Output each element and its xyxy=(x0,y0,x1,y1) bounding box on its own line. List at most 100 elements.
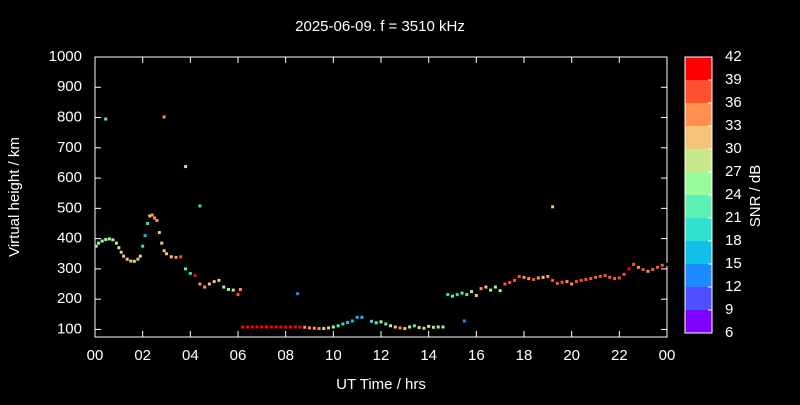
colorbar-tick-label: 36 xyxy=(725,94,742,111)
point xyxy=(522,275,526,279)
colorbar-bin xyxy=(685,57,712,80)
point xyxy=(384,322,388,326)
y-tick-label: 100 xyxy=(57,320,82,337)
colorbar-tick-label: 30 xyxy=(725,140,742,157)
point xyxy=(94,244,98,248)
point xyxy=(165,252,168,256)
point xyxy=(527,277,531,281)
chart-title: 2025-06-09. f = 3510 kHz xyxy=(295,18,465,35)
point xyxy=(508,281,512,285)
point xyxy=(532,277,536,281)
point xyxy=(260,325,264,329)
point xyxy=(369,319,373,323)
point xyxy=(122,254,126,258)
point xyxy=(613,277,617,281)
point xyxy=(512,278,516,282)
colorbar-bin xyxy=(685,310,712,333)
point xyxy=(417,326,421,330)
colorbar-bin xyxy=(685,80,712,103)
point xyxy=(150,213,154,217)
x-axis-label: UT Time / hrs xyxy=(336,376,426,393)
y-tick-label: 900 xyxy=(57,78,82,95)
point xyxy=(436,325,440,329)
y-tick-label: 1000 xyxy=(49,48,82,65)
colorbar-tick-label: 27 xyxy=(725,163,742,180)
point xyxy=(238,287,242,291)
point xyxy=(379,320,383,324)
point xyxy=(422,326,426,330)
point xyxy=(479,287,483,291)
point xyxy=(579,278,583,282)
colorbar-tick-label: 33 xyxy=(725,117,742,134)
point xyxy=(174,255,178,259)
point xyxy=(655,265,659,269)
point xyxy=(574,280,578,284)
point xyxy=(403,327,407,331)
point xyxy=(517,274,521,278)
point xyxy=(493,285,497,289)
colorbar-bin xyxy=(685,149,712,172)
colorbar-tick-label: 39 xyxy=(725,71,742,88)
point xyxy=(551,278,555,282)
point xyxy=(155,218,159,222)
point xyxy=(622,272,626,276)
point xyxy=(222,285,226,289)
x-tick-label: 22 xyxy=(611,347,628,364)
point xyxy=(148,214,152,218)
point xyxy=(451,294,454,298)
x-tick-label: 00 xyxy=(659,347,676,364)
colorbar-tick-label: 42 xyxy=(725,48,742,65)
point xyxy=(389,324,393,328)
x-tick-label: 20 xyxy=(563,347,580,364)
point xyxy=(160,241,164,245)
point xyxy=(322,327,326,331)
colorbar-bin xyxy=(685,103,712,126)
colorbar-bin xyxy=(685,195,712,218)
point xyxy=(641,267,645,271)
x-tick-label: 08 xyxy=(277,347,294,364)
point xyxy=(153,216,157,220)
point xyxy=(455,293,459,297)
x-tick-label: 14 xyxy=(420,347,437,364)
point xyxy=(393,325,397,329)
point xyxy=(584,277,588,281)
point xyxy=(636,265,640,269)
point xyxy=(217,278,221,282)
y-tick-label: 800 xyxy=(57,109,82,126)
point xyxy=(157,231,161,235)
x-tick-label: 06 xyxy=(230,347,247,364)
point xyxy=(132,259,136,263)
point xyxy=(143,234,147,238)
point xyxy=(308,326,311,330)
point xyxy=(341,322,345,326)
point xyxy=(346,320,350,324)
point xyxy=(212,280,216,284)
point xyxy=(446,293,450,297)
point xyxy=(136,257,140,261)
y-tick-label: 200 xyxy=(57,290,82,307)
point xyxy=(138,254,142,258)
point xyxy=(627,267,631,271)
point xyxy=(125,257,129,261)
point xyxy=(114,241,118,245)
point xyxy=(104,117,108,121)
point xyxy=(198,282,202,286)
point xyxy=(145,221,149,225)
point xyxy=(317,327,321,331)
colorbar-bin xyxy=(685,218,712,241)
point xyxy=(546,274,550,278)
point xyxy=(141,244,145,248)
colorbar-tick-label: 15 xyxy=(725,255,742,272)
point xyxy=(350,319,354,323)
point xyxy=(555,281,559,285)
point xyxy=(536,276,540,280)
point xyxy=(129,259,133,263)
point xyxy=(503,282,507,286)
point xyxy=(303,325,307,329)
point xyxy=(617,276,621,280)
point xyxy=(203,285,207,289)
colorbar-label: SNR / dB xyxy=(747,165,764,228)
point xyxy=(97,241,101,245)
y-tick-label: 600 xyxy=(57,169,82,186)
